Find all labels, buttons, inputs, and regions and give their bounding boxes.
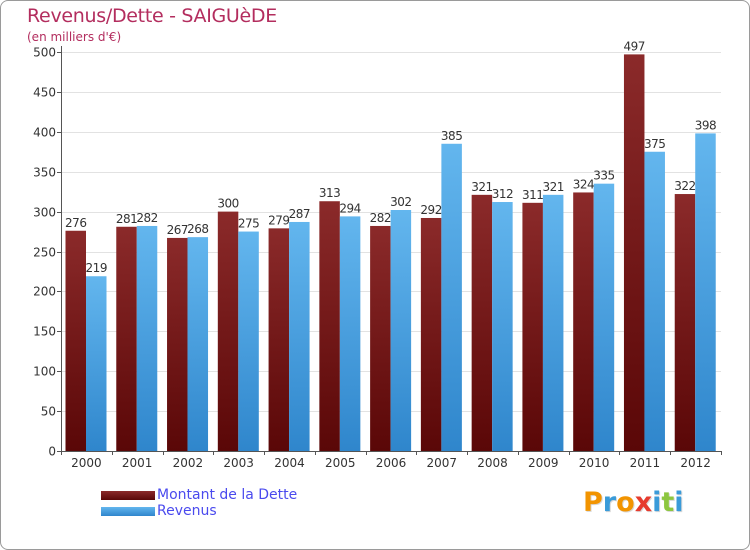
logo-letter: o <box>616 487 635 518</box>
bar-dette-2001 <box>116 226 137 451</box>
bar-revenus-2007 <box>441 143 462 451</box>
data-label-revenus: 275 <box>238 217 259 231</box>
bar-dette-2005 <box>319 201 340 451</box>
x-tick-label: 2012 <box>680 456 711 470</box>
proxiti-logo: Proxiti <box>583 487 684 518</box>
bar-dette-2007 <box>420 217 442 451</box>
bar-dette-2006 <box>370 225 391 451</box>
x-tick-label: 2002 <box>173 456 204 470</box>
legend-label-dette: Montant de la Dette <box>157 487 298 503</box>
y-tick-label: 500 <box>33 46 56 60</box>
legend-label-revenus: Revenus <box>157 503 217 519</box>
x-tick-label: 2010 <box>579 456 610 470</box>
data-label-dette: 322 <box>674 179 695 193</box>
bar-revenus-2008 <box>492 202 513 451</box>
logo-letter: x <box>634 487 653 518</box>
bar-dette-2000 <box>65 230 86 451</box>
data-label-revenus: 282 <box>136 211 157 225</box>
x-tick-label: 2006 <box>376 456 407 470</box>
logo-letter: t <box>661 487 675 518</box>
bar-revenus-2005 <box>339 216 361 451</box>
bar-revenus-2006 <box>390 210 412 451</box>
bar-dette-2011 <box>623 54 645 451</box>
bar-revenus-2000 <box>86 276 107 451</box>
x-tick-label: 2003 <box>223 456 254 470</box>
bar-revenus-2003 <box>238 231 259 451</box>
y-tick-label: 200 <box>33 285 56 299</box>
y-tick-label: 100 <box>33 365 56 379</box>
bar-dette-2002 <box>167 237 188 451</box>
x-tick-label: 2009 <box>528 456 559 470</box>
y-tick-label: 0 <box>48 445 56 459</box>
data-label-revenus: 287 <box>289 207 310 221</box>
bar-dette-2008 <box>471 194 493 451</box>
x-tick-label: 2001 <box>122 456 153 470</box>
data-label-revenus: 335 <box>593 169 614 183</box>
data-label-dette: 279 <box>268 213 289 227</box>
data-label-dette: 300 <box>217 197 238 211</box>
bar-revenus-2001 <box>136 225 158 451</box>
chart-title: Revenus/Dette - SAIGUèDE <box>27 5 277 27</box>
bar-revenus-2010 <box>593 183 615 452</box>
data-label-dette: 321 <box>471 180 492 194</box>
data-label-revenus: 302 <box>390 195 411 209</box>
bar-dette-2012 <box>674 194 696 452</box>
data-label-dette: 497 <box>624 39 645 53</box>
y-tick-label: 450 <box>33 86 56 100</box>
data-label-revenus: 375 <box>644 137 665 151</box>
x-tick-label: 2008 <box>477 456 508 470</box>
y-tick-label: 250 <box>33 246 56 260</box>
bar-revenus-2011 <box>644 151 665 451</box>
data-label-revenus: 294 <box>339 201 360 215</box>
bar-revenus-2009 <box>542 194 564 451</box>
x-tick-label: 2000 <box>71 456 102 470</box>
bar-dette-2004 <box>268 228 290 451</box>
y-tick-label: 150 <box>33 325 56 339</box>
data-label-revenus: 385 <box>441 129 462 143</box>
x-tick-label: 2007 <box>426 456 457 470</box>
x-tick-label: 2011 <box>630 456 661 470</box>
logo-letter: i <box>652 487 662 518</box>
legend-item-revenus: Revenus <box>101 503 297 519</box>
logo-letter: i <box>674 487 684 518</box>
data-label-revenus: 312 <box>492 187 513 201</box>
data-label-dette: 324 <box>573 177 594 191</box>
logo-letter: P <box>583 487 603 518</box>
data-label-dette: 311 <box>522 188 543 202</box>
data-label-dette: 282 <box>370 211 391 225</box>
y-tick-label: 350 <box>33 166 56 180</box>
chart-subtitle: (en milliers d'€) <box>27 30 122 44</box>
data-label-dette: 276 <box>65 216 86 230</box>
bar-revenus-2012 <box>695 133 716 451</box>
legend: Montant de la Dette Revenus <box>101 487 297 519</box>
y-tick-label: 300 <box>33 206 56 220</box>
data-label-revenus: 268 <box>187 222 208 236</box>
data-label-revenus: 219 <box>86 261 107 275</box>
legend-swatch-revenus <box>101 506 155 516</box>
legend-swatch-dette <box>101 490 155 500</box>
bar-dette-2003 <box>217 211 239 451</box>
data-label-dette: 313 <box>319 186 340 200</box>
y-tick-label: 400 <box>33 126 56 140</box>
bar-revenus-2002 <box>187 237 209 451</box>
x-tick-label: 2005 <box>325 456 356 470</box>
x-tick-label: 2004 <box>274 456 305 470</box>
logo-letter: r <box>602 487 617 518</box>
data-label-revenus: 321 <box>542 180 563 194</box>
bar-layer <box>65 54 716 452</box>
data-label-revenus: 398 <box>695 118 716 132</box>
axis-layer: 0 50 100 150 200 250 300 350 400 450 500 2000 2001 20… <box>33 46 722 470</box>
bar-dette-2009 <box>522 202 543 451</box>
data-label-dette: 281 <box>116 212 137 226</box>
bar-revenus-2004 <box>289 221 310 451</box>
y-tick-label: 50 <box>41 405 56 419</box>
data-label-dette: 267 <box>167 223 188 237</box>
data-label-dette: 292 <box>420 203 441 217</box>
legend-item-dette: Montant de la Dette <box>101 487 297 503</box>
bar-dette-2010 <box>573 192 594 451</box>
